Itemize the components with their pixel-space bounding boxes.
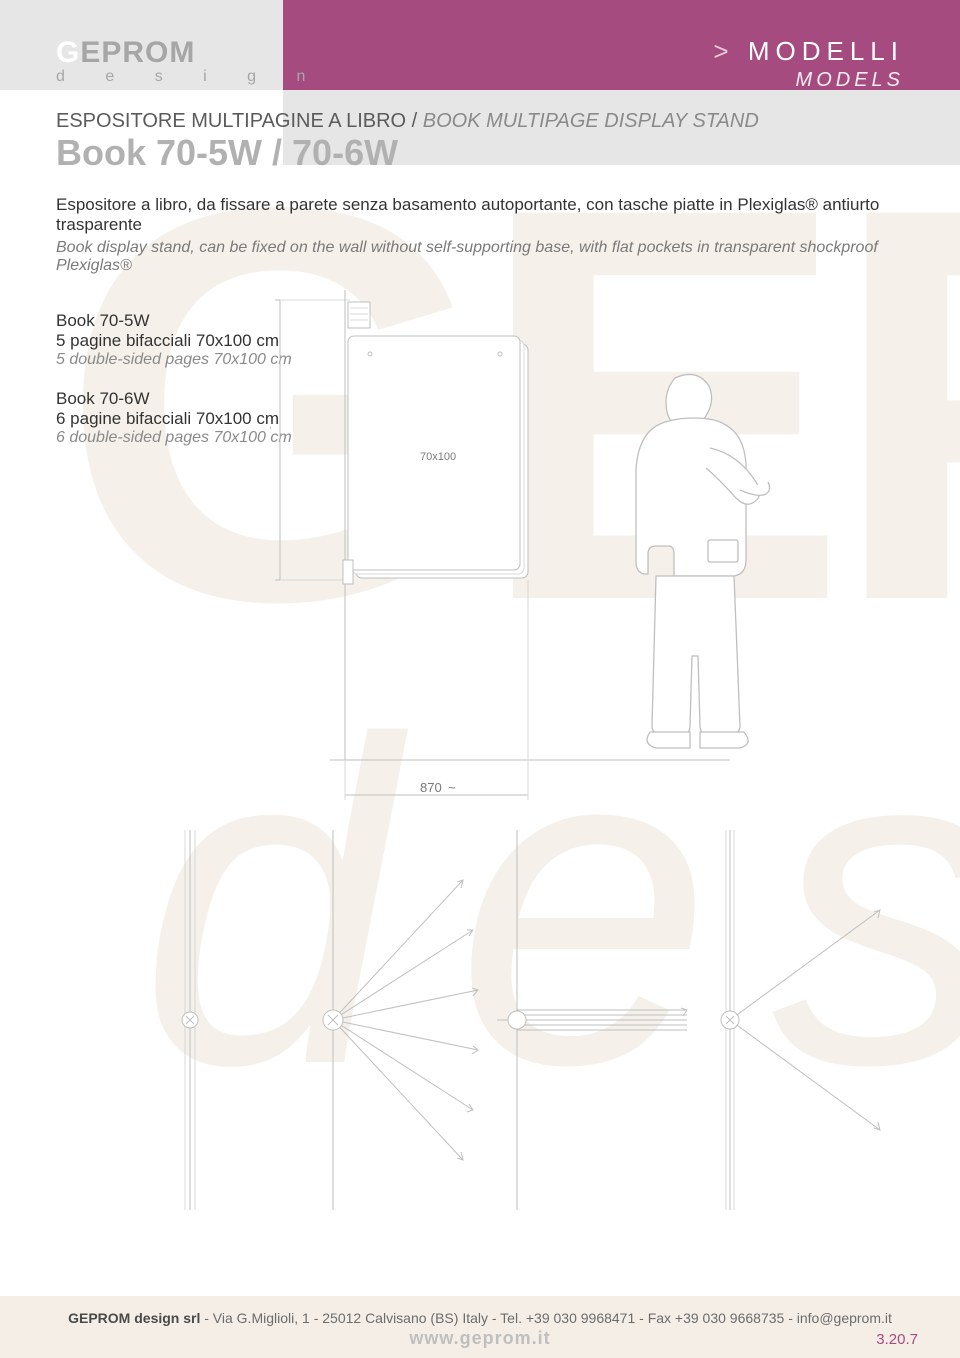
- view-two-open: [700, 820, 900, 1220]
- intro-en: Book display stand, can be fixed on the …: [56, 239, 900, 275]
- models-it: > MODELLI: [713, 36, 904, 67]
- subheader: ESPOSITORE MULTIPAGINE A LIBRO / BOOK MU…: [0, 90, 960, 165]
- breadcrumb-sep: /: [406, 110, 423, 132]
- page-number: 3.20.7: [876, 1331, 918, 1348]
- footer: GEPROM design srl - Via G.Miglioli, 1 - …: [0, 1296, 960, 1358]
- header: GEPROM d e s i g n > MODELLI MODELS: [0, 0, 960, 90]
- footer-url: www.geprom.it: [0, 1328, 960, 1349]
- logo-main: GEPROM: [56, 36, 323, 70]
- dim-height-suffix: ~: [270, 425, 277, 433]
- models-en: MODELS: [713, 69, 904, 92]
- view-stacked-side: [497, 820, 697, 1220]
- panel-label: 70x100: [420, 451, 456, 463]
- bottom-views: [90, 820, 900, 1230]
- dim-width-suffix: ~: [448, 780, 456, 795]
- logo-sub: d e s i g n: [56, 68, 323, 86]
- breadcrumb-it: ESPOSITORE MULTIPAGINE A LIBRO: [56, 110, 406, 132]
- view-fanned: [293, 820, 493, 1220]
- logo-text: EPROM: [80, 36, 195, 69]
- models-it-text: MODELLI: [748, 36, 904, 66]
- breadcrumb-en: BOOK MULTIPAGE DISPLAY STAND: [423, 110, 759, 132]
- footer-company: GEPROM design srl: [68, 1310, 200, 1326]
- intro-it: Espositore a libro, da fissare a parete …: [56, 195, 900, 235]
- footer-line: GEPROM design srl - Via G.Miglioli, 1 - …: [0, 1296, 960, 1326]
- footer-rest: - Via G.Miglioli, 1 - 25012 Calvisano (B…: [200, 1310, 892, 1326]
- models-block: > MODELLI MODELS: [713, 36, 904, 92]
- person-silhouette: [590, 370, 790, 770]
- logo: GEPROM d e s i g n: [56, 36, 323, 86]
- dim-width: 870: [420, 780, 442, 795]
- chevron-right-icon: >: [713, 36, 734, 66]
- breadcrumb: ESPOSITORE MULTIPAGINE A LIBRO / BOOK MU…: [56, 110, 759, 133]
- view-closed-front: [90, 820, 290, 1220]
